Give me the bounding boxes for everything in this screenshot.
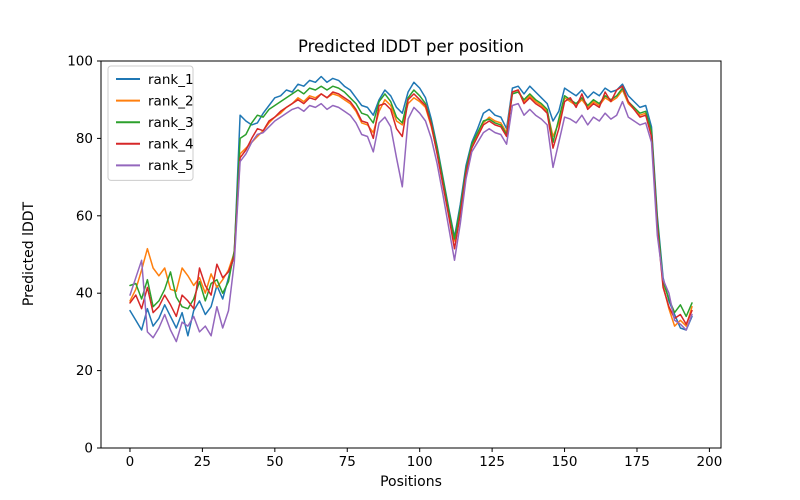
legend-label-rank_3: rank_3 [148,115,194,131]
y-tick-label: 20 [76,363,93,379]
legend: rank_1 rank_2 rank_3 rank_4 rank_5 [107,65,194,181]
series-line-rank_2 [129,89,693,327]
y-tick-label: 0 [84,441,93,457]
x-tick-label: 25 [194,454,211,470]
tick-layer: 0 25 50 75 100 125 150 175 200 0 20 40 60 80 100 [67,54,722,471]
legend-label-rank_4: rank_4 [148,137,194,153]
series-line-rank_5 [129,100,693,343]
x-tick-label: 0 [126,454,135,470]
legend-box [107,65,194,181]
legend-label-rank_5: rank_5 [148,158,194,174]
series-line-rank_4 [129,85,693,325]
y-tick-label: 40 [76,286,93,302]
x-axis-label: Positions [380,474,442,490]
x-tick-label: 50 [266,454,283,470]
chart-title: Predicted lDDT per position [298,37,524,56]
axes-spines [100,60,722,449]
y-tick-label: 60 [76,208,93,224]
series-line-rank_1 [129,75,693,337]
y-axis-label: Predicted lDDT [21,201,37,306]
series-line-rank_3 [129,85,693,318]
x-tick-label: 125 [479,454,505,470]
series-layer [129,75,693,343]
y-tick-label: 80 [76,131,93,147]
x-tick-label: 175 [624,454,650,470]
legend-label-rank_2: rank_2 [148,93,194,109]
x-tick-label: 100 [407,454,433,470]
y-tick-label: 100 [67,54,93,70]
x-tick-label: 75 [339,454,356,470]
x-tick-label: 150 [552,454,578,470]
legend-label-rank_1: rank_1 [148,72,194,88]
x-tick-label: 200 [697,454,723,470]
